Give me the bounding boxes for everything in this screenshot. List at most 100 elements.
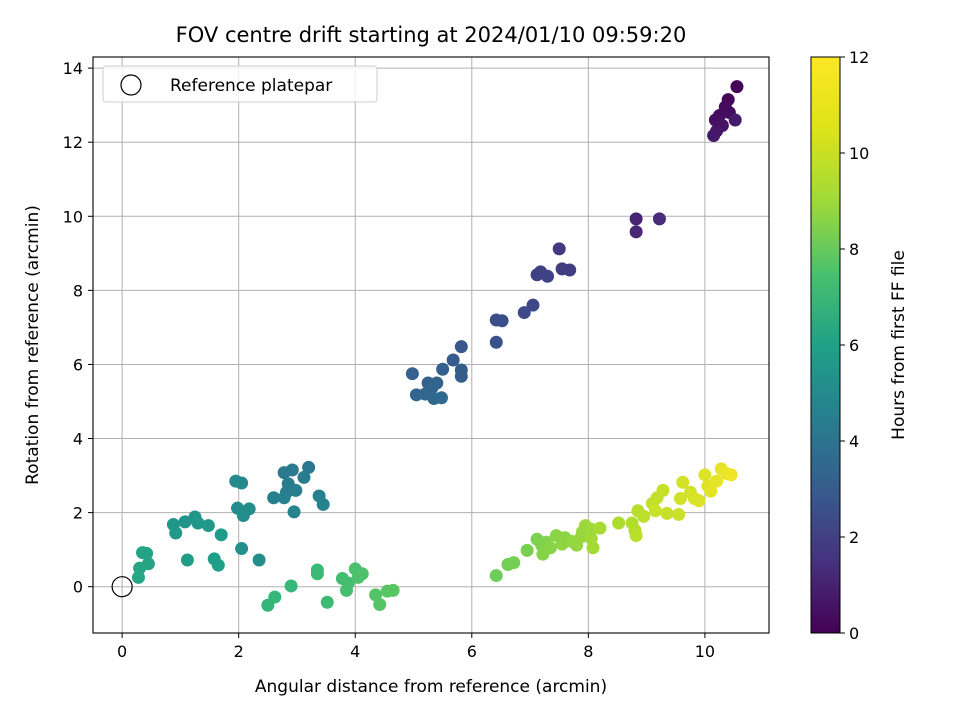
data-point xyxy=(373,597,387,611)
data-point xyxy=(730,80,744,94)
data-point xyxy=(517,306,531,320)
grid-lines xyxy=(93,57,769,633)
y-tick-label: 10 xyxy=(63,207,83,226)
x-tick-label: 10 xyxy=(695,642,715,661)
data-point xyxy=(563,263,577,277)
x-tick-label: 0 xyxy=(117,642,127,661)
data-point xyxy=(268,590,282,604)
data-point xyxy=(235,542,249,556)
data-point xyxy=(704,484,718,498)
y-axis-label: Rotation from reference (arcmin) xyxy=(23,205,43,485)
colorbar: 0 2 4 6 8 10 12 Hours from first FF file xyxy=(810,48,909,643)
x-axis-ticks: 0 2 4 6 8 10 xyxy=(117,633,715,661)
data-point xyxy=(178,515,192,529)
data-point xyxy=(169,526,183,540)
data-point xyxy=(660,506,674,520)
data-point xyxy=(302,460,316,474)
data-point xyxy=(495,314,509,328)
colorbar-ticks: 0 2 4 6 8 10 12 xyxy=(840,48,869,643)
data-point xyxy=(340,583,353,597)
y-axis-ticks: 0 2 4 6 8 10 12 14 xyxy=(63,59,93,597)
data-point xyxy=(236,509,250,523)
data-point xyxy=(520,543,534,557)
legend-box xyxy=(102,65,378,103)
data-point xyxy=(673,492,687,506)
data-points xyxy=(131,80,744,612)
data-point xyxy=(724,468,738,482)
data-point xyxy=(235,476,249,490)
data-point xyxy=(131,570,145,584)
reference-point xyxy=(111,576,133,598)
data-point xyxy=(543,541,557,555)
x-tick-label: 2 xyxy=(234,642,244,661)
legend-entry-reference: Reference platepar xyxy=(170,76,332,96)
data-point xyxy=(214,528,228,542)
data-point xyxy=(277,491,291,505)
colorbar-tick-label: 0 xyxy=(849,624,859,643)
data-point xyxy=(320,595,334,609)
data-point xyxy=(386,583,400,597)
y-tick-label: 0 xyxy=(73,578,83,597)
x-tick-label: 6 xyxy=(467,642,477,661)
data-point xyxy=(507,556,521,570)
data-point xyxy=(648,504,662,518)
colorbar-gradient xyxy=(810,56,841,634)
y-tick-label: 2 xyxy=(73,504,83,523)
data-point xyxy=(552,242,566,256)
data-point xyxy=(676,475,690,489)
data-point xyxy=(489,569,503,583)
data-point xyxy=(252,553,266,567)
data-point xyxy=(277,466,291,480)
data-point xyxy=(629,212,643,226)
data-point xyxy=(434,391,448,405)
data-point xyxy=(140,546,154,560)
data-point xyxy=(355,567,369,581)
legend-reference-marker xyxy=(120,74,142,96)
y-tick-label: 4 xyxy=(73,430,83,449)
colorbar-tick-label: 4 xyxy=(849,432,859,451)
data-point xyxy=(526,298,540,312)
data-point xyxy=(555,537,569,551)
data-point xyxy=(201,519,215,533)
data-point xyxy=(586,541,600,555)
data-point xyxy=(267,491,281,505)
data-point xyxy=(454,369,468,383)
data-point xyxy=(489,335,503,349)
data-point xyxy=(289,483,303,497)
data-point xyxy=(191,516,205,530)
data-point xyxy=(446,353,460,367)
legend: Reference platepar xyxy=(102,65,378,103)
data-point xyxy=(612,516,626,530)
data-point xyxy=(629,225,643,239)
colorbar-tick-label: 8 xyxy=(849,240,859,259)
data-point xyxy=(405,367,419,381)
data-point xyxy=(316,497,330,511)
data-point xyxy=(710,474,724,488)
data-point xyxy=(593,521,607,535)
data-point xyxy=(436,362,450,376)
x-tick-label: 4 xyxy=(350,642,360,661)
data-point xyxy=(652,212,666,226)
colorbar-tick-label: 6 xyxy=(849,336,859,355)
data-point xyxy=(284,579,298,593)
data-point xyxy=(310,567,324,581)
data-point xyxy=(297,470,311,484)
data-point xyxy=(707,129,721,143)
data-point xyxy=(211,558,225,572)
x-tick-label: 8 xyxy=(583,642,593,661)
data-point xyxy=(180,553,194,567)
y-tick-label: 8 xyxy=(73,281,83,300)
colorbar-tick-label: 12 xyxy=(849,48,869,67)
data-point xyxy=(656,483,670,497)
y-tick-label: 6 xyxy=(73,355,83,374)
data-point xyxy=(629,529,643,543)
y-tick-label: 12 xyxy=(63,133,83,152)
plot-frame xyxy=(92,56,770,634)
data-point xyxy=(698,468,712,482)
y-tick-label: 14 xyxy=(63,59,83,78)
data-point xyxy=(454,340,468,354)
data-point xyxy=(637,509,651,523)
data-point xyxy=(672,507,686,521)
data-point xyxy=(692,494,706,508)
